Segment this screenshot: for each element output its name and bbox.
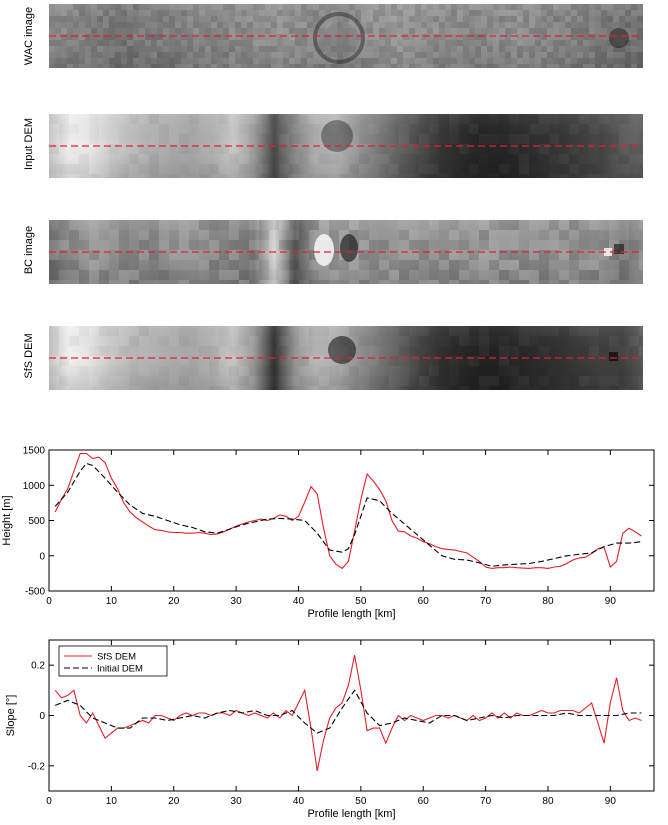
- x-tick-label: 50: [355, 596, 367, 607]
- sfs-dem-image: [49, 326, 643, 390]
- y-tick-label: -500: [25, 587, 45, 598]
- x-tick-label: 90: [605, 596, 617, 607]
- panel-bc-image: [49, 220, 643, 284]
- panel-label-wac: WAC image: [23, 6, 35, 66]
- y-tick-label: 0: [39, 711, 45, 722]
- panel-label-bc: BC image: [23, 225, 35, 275]
- crater-dark-rim: [340, 234, 358, 262]
- x-tick-label: 30: [231, 796, 243, 807]
- x-tick-label: 70: [480, 596, 492, 607]
- series-line-1: [54, 462, 642, 567]
- x-tick-label: 10: [106, 796, 118, 807]
- legend-label: Initial DEM: [97, 664, 143, 675]
- x-tick-label: 60: [418, 596, 430, 607]
- y-tick-label: 500: [28, 516, 45, 527]
- x-tick-label: 0: [46, 796, 52, 807]
- y-tick-label: 0.2: [31, 661, 45, 672]
- x-tick-label: 30: [231, 596, 243, 607]
- panel-input-dem: [49, 114, 643, 178]
- x-tick-label: 50: [355, 796, 367, 807]
- series-line-1: [54, 689, 642, 734]
- y-tick-label: 0: [39, 551, 45, 562]
- crater-depression: [321, 120, 353, 152]
- x-tick-label: 80: [542, 796, 554, 807]
- x-tick-label: 70: [480, 796, 492, 807]
- x-tick-label: 0: [46, 596, 52, 607]
- y-tick-label: -0.2: [28, 761, 46, 772]
- panel-wac-image: [49, 4, 643, 68]
- x-tick-label: 20: [168, 596, 180, 607]
- panel-label-input-dem: Input DEM: [23, 118, 35, 170]
- crater-depression: [328, 336, 356, 364]
- bc-image: [49, 220, 643, 284]
- y-axis-label: Height [m]: [1, 495, 13, 545]
- y-tick-label: 1000: [23, 481, 46, 492]
- crater-shadow: [313, 12, 365, 64]
- wac-image: [49, 4, 643, 68]
- x-axis-label: Profile length [km]: [307, 808, 395, 820]
- x-tick-label: 60: [418, 796, 430, 807]
- legend-label: SfS DEM: [97, 652, 136, 663]
- height-profile-chart: 0 10 20 30 40 50 60 70 80 90150010005000-500Profi…: [1, 446, 655, 620]
- input-dem-image: [49, 114, 643, 178]
- x-tick-label: 40: [293, 596, 305, 607]
- x-tick-label: 40: [293, 796, 305, 807]
- panel-sfs-dem: [49, 326, 643, 390]
- legend-box: [58, 645, 168, 677]
- x-axis-label: Profile length [km]: [307, 608, 395, 620]
- x-tick-label: 20: [168, 796, 180, 807]
- crater-bright-rim: [314, 234, 334, 266]
- x-tick-label: 80: [542, 596, 554, 607]
- x-tick-label: 10: [106, 596, 118, 607]
- series-line-0: [54, 452, 642, 570]
- y-axis-label: Slope [°]: [5, 695, 17, 737]
- small-crater: [609, 28, 629, 48]
- x-tick-label: 90: [605, 796, 617, 807]
- panel-label-sfs-dem: SfS DEM: [23, 333, 35, 379]
- slope-profile-chart: 0 10 20 30 40 50 60 70 80 90 0.2 0 -0.2 Profile lengt…: [5, 639, 655, 820]
- y-tick-label: 1500: [23, 446, 46, 457]
